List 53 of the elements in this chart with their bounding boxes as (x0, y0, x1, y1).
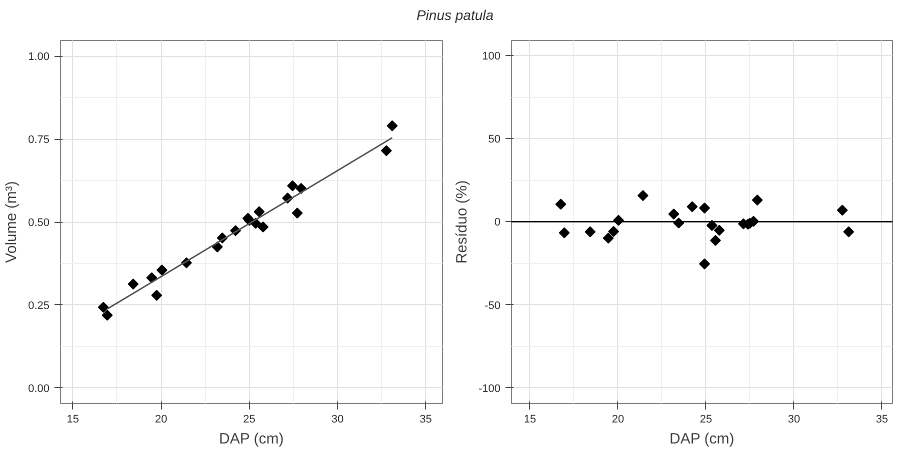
point (714, 224, 725, 236)
y-axis-title: Volume (m³) (3, 181, 20, 263)
point (608, 226, 620, 237)
x-tick-label: 30 (331, 414, 344, 426)
y-tick-label: 0.75 (28, 134, 50, 146)
point (146, 272, 158, 284)
point (292, 208, 303, 218)
y-tick-label: 100 (482, 50, 501, 62)
y-tick-label: 50 (488, 134, 501, 146)
x-tick-label: 35 (420, 414, 432, 426)
point (151, 290, 162, 301)
point (686, 201, 698, 212)
point (98, 302, 109, 313)
point (287, 180, 298, 192)
x-tick-label: 30 (788, 414, 800, 426)
point (602, 232, 614, 244)
point (254, 206, 265, 218)
y-tick-label: 0 (494, 216, 501, 229)
point (638, 190, 648, 202)
y-tick-label: 0.25 (28, 300, 50, 312)
x-tick-label: 25 (243, 414, 256, 426)
x-axis-title: DAP (cm) (219, 430, 284, 448)
point (710, 235, 721, 246)
point (752, 194, 763, 206)
x-tick-label: 35 (876, 414, 888, 426)
point (584, 226, 596, 238)
point (555, 198, 566, 210)
point (699, 202, 710, 214)
point (843, 226, 854, 238)
point (699, 258, 710, 270)
point (558, 227, 570, 238)
point (836, 204, 848, 216)
y-axis-title: Resíduo (%) (453, 180, 470, 264)
y-tick-label: -100 (478, 382, 501, 395)
point (386, 120, 398, 132)
point (706, 220, 718, 231)
point (102, 310, 113, 321)
x-tick-label: 15 (524, 414, 536, 426)
y-tick-label: -50 (484, 300, 501, 312)
y-tick-label: 1.00 (28, 51, 50, 64)
y-tick-label: 0.50 (28, 217, 50, 229)
point (380, 145, 392, 156)
y-tick-label: 0.00 (28, 382, 50, 395)
point (156, 264, 168, 276)
point (128, 278, 139, 290)
chart-title: Pinus patula (416, 6, 494, 25)
x-tick-label: 25 (700, 414, 712, 426)
x-axis-title: DAP (cm) (670, 430, 734, 448)
x-tick-label: 20 (154, 414, 168, 426)
x-tick-label: 15 (66, 414, 79, 426)
point (668, 208, 680, 220)
point (258, 222, 269, 232)
x-tick-label: 20 (612, 414, 624, 426)
